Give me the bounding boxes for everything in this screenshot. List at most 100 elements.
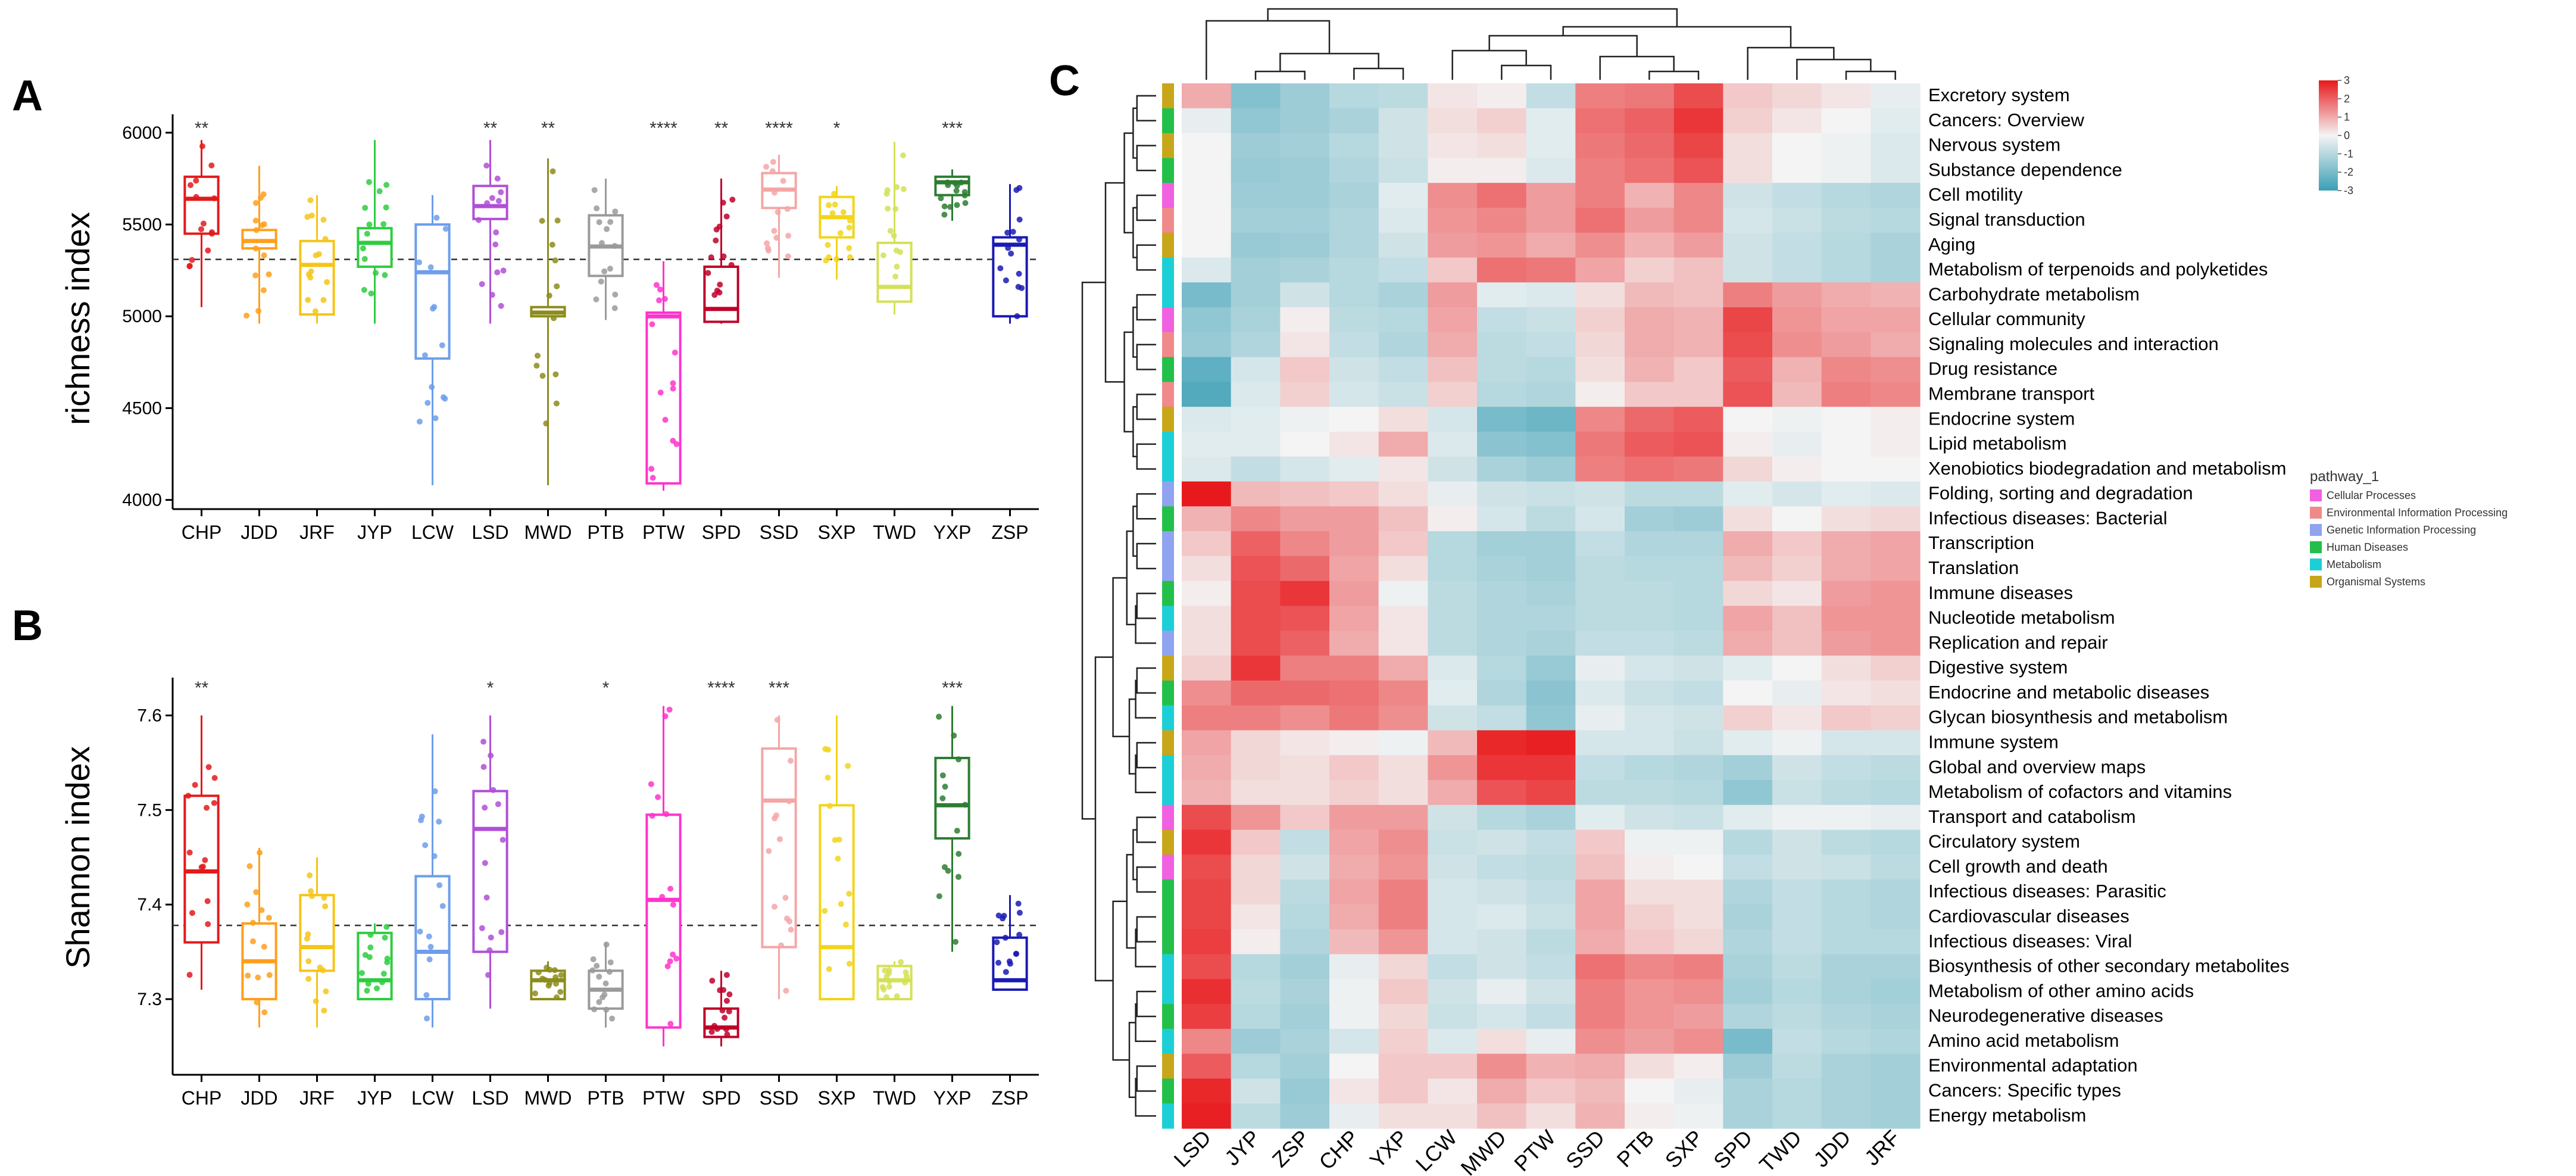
heatmap-cell — [1821, 656, 1871, 681]
jitter-point — [995, 912, 1002, 919]
heatmap-cell — [1329, 456, 1379, 482]
heatmap-cell — [1871, 954, 1921, 980]
heatmap-cell — [1280, 755, 1330, 781]
heatmap-cell — [1575, 257, 1625, 283]
jitter-point — [552, 980, 559, 987]
x-tick-label: LSD — [472, 1087, 508, 1109]
jitter-point — [546, 292, 552, 299]
heatmap-cell — [1477, 904, 1527, 930]
jitter-point — [485, 972, 492, 978]
y-tick-label: 7.5 — [137, 800, 162, 820]
panel-b-plot-area: 7.3 7.4 7.5 7.6 CHP ** JDD JRF JYP LCW LSD * MWD PTB *… — [137, 678, 1039, 1109]
jitter-point — [594, 963, 600, 969]
heatmap-cell — [1231, 158, 1281, 183]
jitter-point — [603, 941, 610, 948]
heatmap-cell — [1378, 282, 1428, 308]
color-scale-label: 1 — [2344, 111, 2350, 123]
heatmap-cell — [1723, 481, 1773, 507]
jitter-point — [1008, 250, 1014, 257]
x-tick-label: JRF — [299, 522, 335, 543]
jitter-point — [958, 179, 964, 186]
significance-label: ** — [541, 118, 555, 138]
significance-label: *** — [942, 118, 963, 138]
heatmap-cell — [1280, 382, 1330, 407]
jitter-point — [365, 981, 371, 987]
heatmap-cell — [1378, 158, 1428, 183]
heatmap-cell — [1673, 456, 1723, 482]
heatmap-cell — [1182, 879, 1232, 905]
jitter-point — [193, 177, 199, 184]
pathway-annotation-cell — [1162, 656, 1174, 681]
heatmap-cell — [1871, 357, 1921, 383]
heatmap-cell — [1526, 307, 1576, 333]
jitter-point — [649, 813, 655, 819]
row-label: Substance dependence — [1928, 159, 2122, 180]
heatmap-cell — [1477, 257, 1527, 283]
jitter-point — [185, 793, 192, 799]
jitter-point — [380, 971, 387, 977]
pathway-annotation-cell — [1162, 456, 1174, 482]
jitter-point — [199, 143, 206, 149]
color-scale-bar — [2319, 80, 2338, 191]
heatmap-cell — [1526, 556, 1576, 582]
jitter-point — [313, 998, 319, 1005]
jitter-point — [662, 417, 669, 423]
heatmap-cell — [1821, 804, 1871, 831]
heatmap-cell — [1673, 656, 1723, 681]
row-label: Metabolism of cofactors and vitamins — [1928, 781, 2232, 802]
jitter-point — [833, 256, 840, 263]
dendrogram-branch — [1135, 679, 1156, 719]
dendrogram-branch — [1126, 854, 1136, 949]
x-tick-label: SSD — [760, 1087, 799, 1109]
jitter-point — [383, 182, 390, 188]
dendrogram-branch — [1648, 70, 1700, 80]
heatmap-cell — [1428, 556, 1478, 582]
dendrogram-branch — [1136, 816, 1156, 843]
heatmap-cell — [1428, 581, 1478, 607]
x-tick-label: JYP — [357, 522, 392, 543]
jitter-point — [495, 198, 502, 204]
jitter-point — [894, 184, 900, 191]
box-LCW — [414, 195, 451, 485]
heatmap-cell — [1329, 1004, 1379, 1030]
panel-c-heatmap: C Excretory system Cancers: Overview Nervo… — [1049, 8, 2508, 1176]
jitter-point — [609, 1015, 616, 1022]
jitter-point — [941, 864, 948, 871]
heatmap-cell — [1723, 108, 1773, 134]
heatmap-cell — [1280, 307, 1330, 333]
jitter-point — [956, 756, 962, 763]
jitter-point — [557, 988, 564, 995]
heatmap-cell — [1280, 257, 1330, 283]
jitter-point — [186, 972, 193, 978]
row-label: Translation — [1928, 557, 2019, 578]
heatmap-cell — [1772, 680, 1822, 706]
jitter-point — [591, 187, 598, 194]
color-scale-label: 0 — [2344, 130, 2350, 142]
x-tick-label: SPD — [702, 1087, 741, 1109]
heatmap-cell — [1182, 631, 1232, 656]
row-label: Carbohydrate metabolism — [1928, 283, 2140, 304]
heatmap-cell — [1871, 382, 1921, 407]
jitter-point — [942, 784, 948, 790]
jitter-point — [894, 993, 900, 1000]
heatmap-cell — [1231, 456, 1281, 482]
row-label: Immune diseases — [1928, 582, 2073, 603]
x-tick-label: PTW — [642, 1087, 685, 1109]
column-label: LCW — [1411, 1125, 1462, 1176]
jitter-point — [662, 713, 669, 719]
heatmap-cell — [1477, 183, 1527, 208]
jitter-point — [198, 226, 204, 232]
jitter-point — [205, 247, 211, 254]
heatmap-cell — [1871, 705, 1921, 731]
legend-label: Cellular Processes — [2327, 489, 2416, 501]
jitter-point — [1013, 950, 1019, 957]
heatmap-cell — [1871, 556, 1921, 582]
color-scale-label: -1 — [2344, 148, 2353, 160]
heatmap-cell — [1821, 929, 1871, 955]
jitter-point — [886, 967, 892, 974]
jitter-point — [1010, 229, 1016, 235]
heatmap-cell — [1821, 631, 1871, 656]
heatmap-cell — [1477, 1028, 1527, 1055]
jitter-point — [837, 230, 844, 236]
box-SXP — [819, 715, 855, 1000]
